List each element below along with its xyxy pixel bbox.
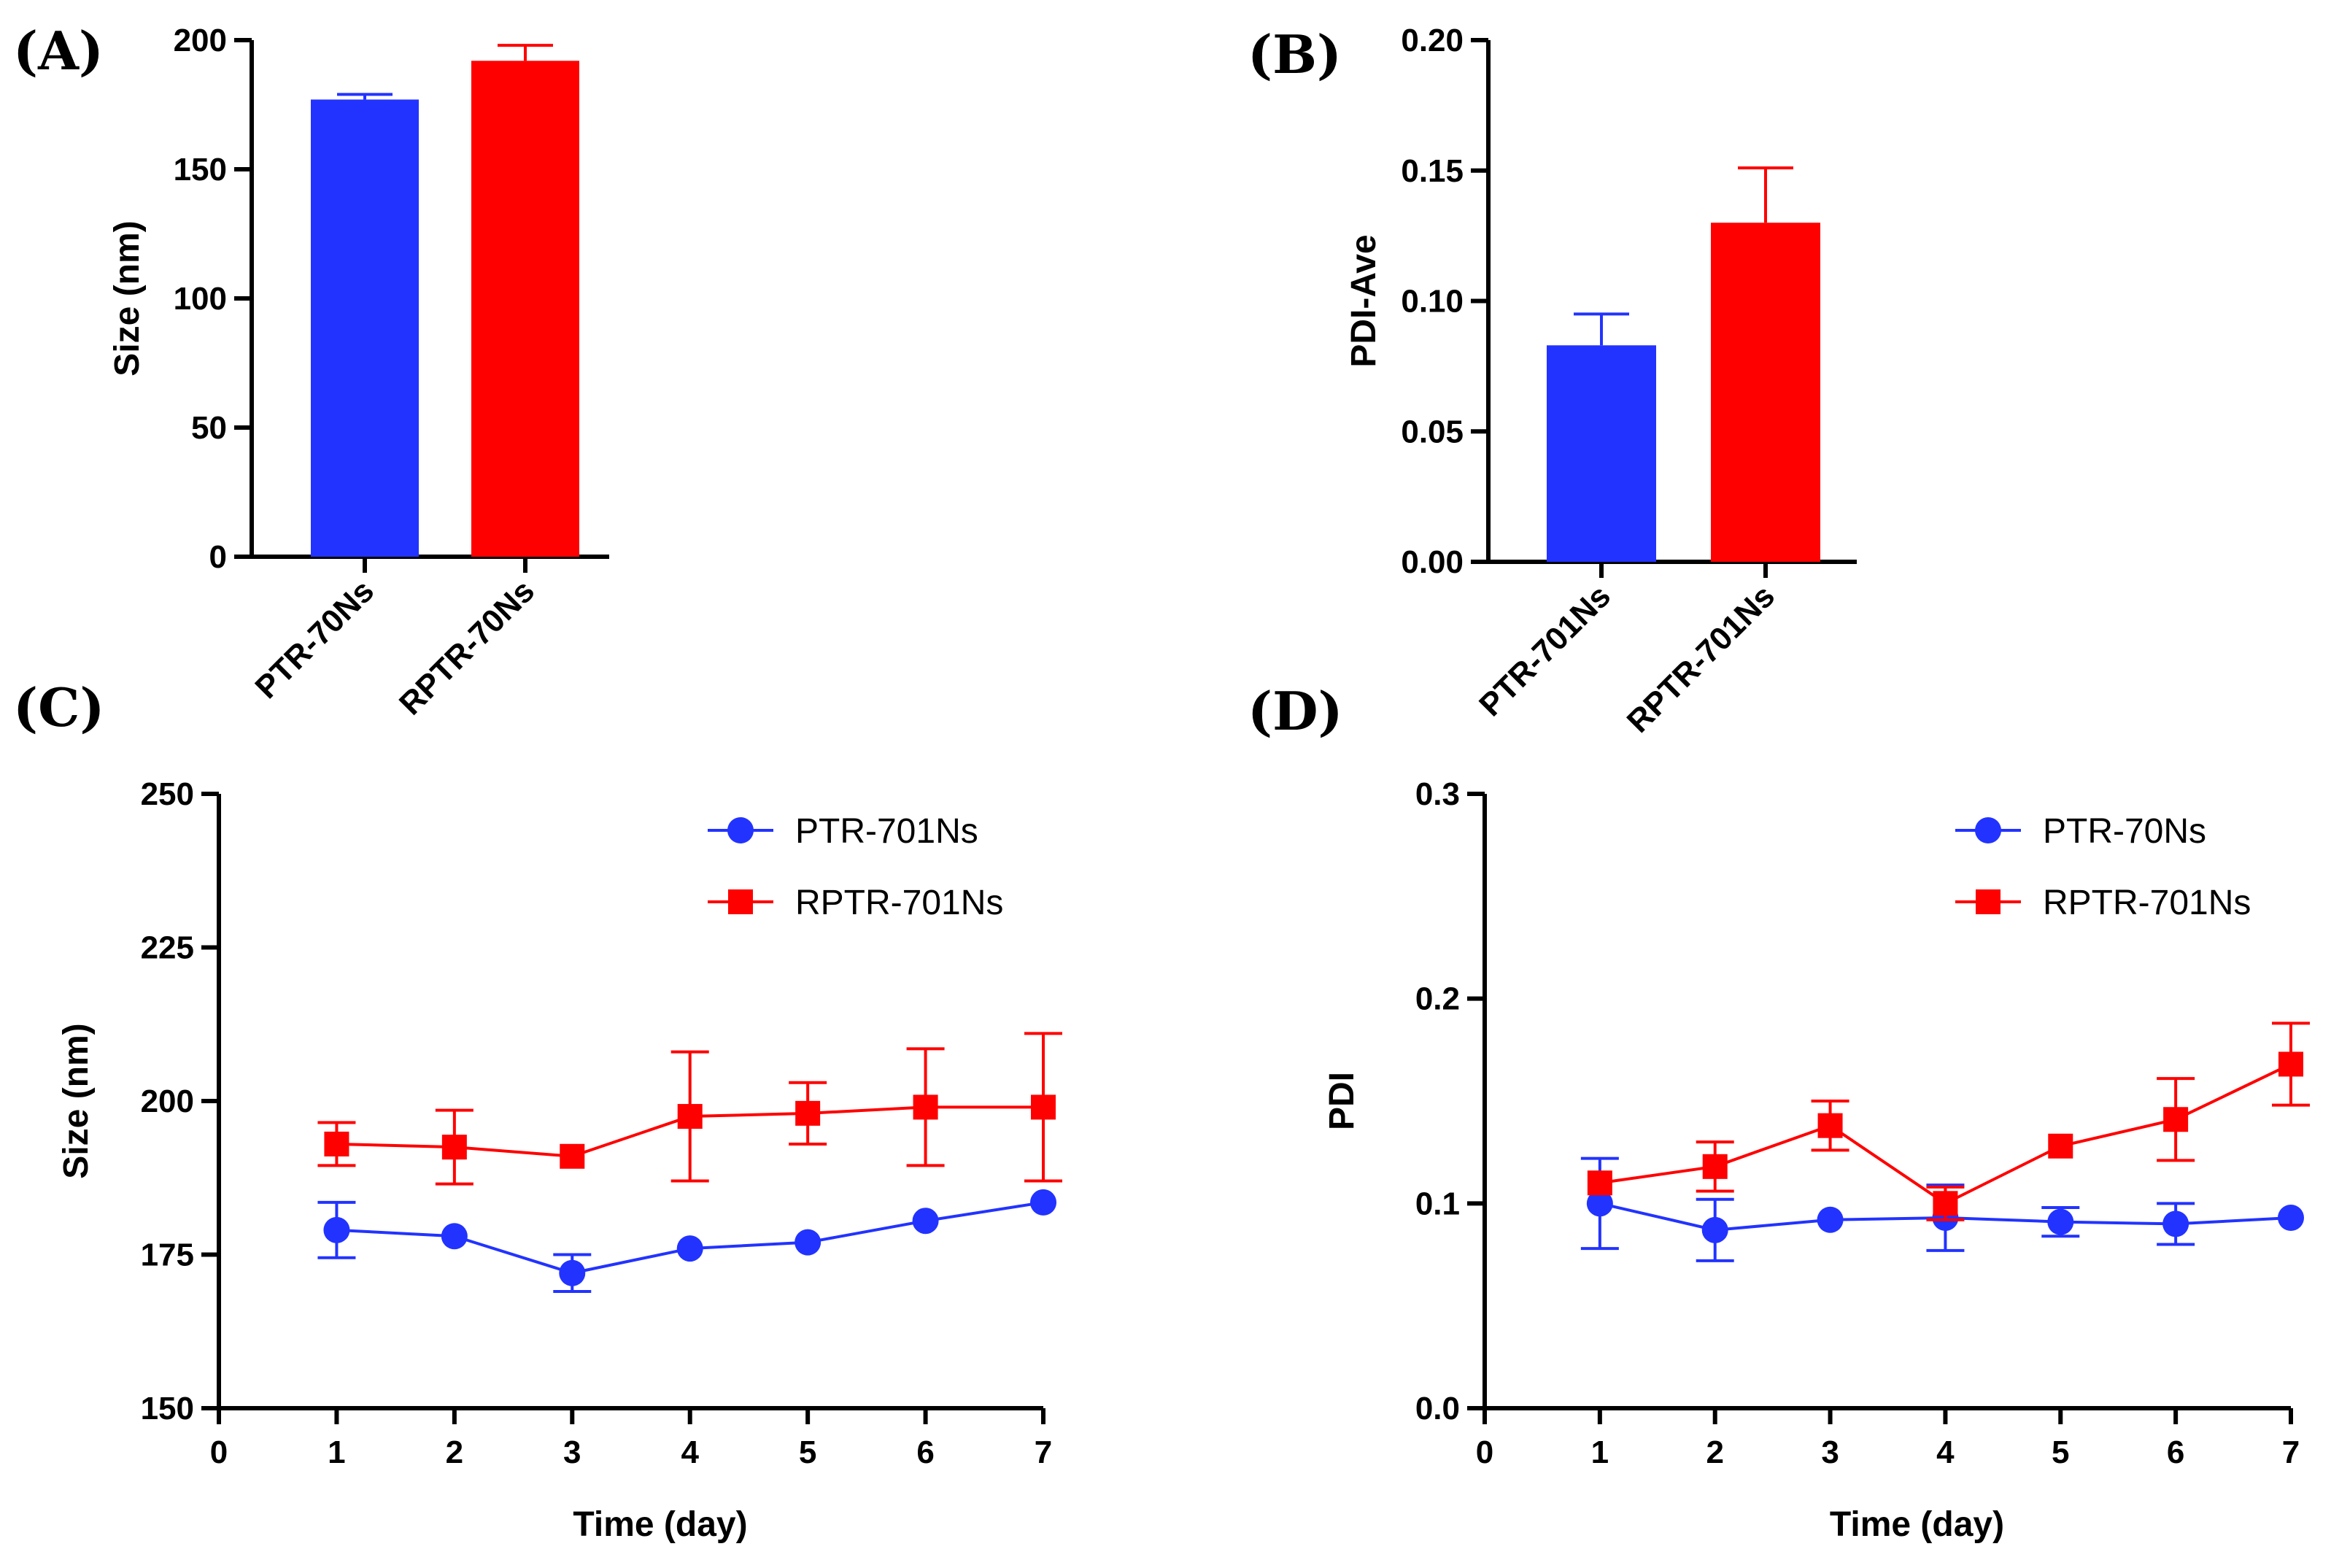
bar [1711, 223, 1820, 562]
y-tick-label: 0.15 [1401, 153, 1464, 189]
x-tick-label: 4 [681, 1434, 699, 1470]
x-tick-label: 5 [2052, 1434, 2069, 1470]
x-tick-label: 5 [799, 1434, 816, 1470]
legend-marker [728, 889, 753, 914]
data-point [1031, 1094, 1056, 1120]
data-point [676, 1235, 703, 1262]
legend-label: RPTR-701Ns [795, 884, 1003, 922]
data-point [441, 1223, 468, 1250]
x-tick-label: 0 [210, 1434, 228, 1470]
data-point [323, 1216, 350, 1243]
y-axis-title: PDI [1323, 1072, 1361, 1130]
y-tick-label: 0.10 [1401, 284, 1464, 320]
y-tick-label: 150 [174, 152, 227, 188]
data-point [1587, 1170, 1612, 1196]
y-tick-label: 0.3 [1415, 776, 1460, 812]
y-axis-title: Size (nm) [57, 1023, 96, 1178]
y-tick-label: 0.2 [1415, 981, 1460, 1017]
y-tick-label: 150 [141, 1391, 194, 1426]
x-tick-label: 0 [1476, 1434, 1493, 1470]
chart-c: 150 175 200 225 250 0 1 2 3 4 5 6 7 Time (day) Size (n… [57, 776, 1062, 1544]
category-label: PTR-701Ns [1472, 578, 1617, 723]
x-tick-label: 7 [1035, 1434, 1052, 1470]
y-tick-label: 175 [141, 1237, 194, 1273]
x-tick-label: 1 [1591, 1434, 1609, 1470]
data-point [1701, 1216, 1728, 1243]
bar [1547, 345, 1656, 562]
x-tick-label: 2 [446, 1434, 463, 1470]
bar [471, 61, 579, 557]
category-label: PTR-70Ns [248, 573, 381, 706]
data-point [1586, 1190, 1613, 1217]
data-point [2278, 1051, 2303, 1077]
data-point [2163, 1107, 2189, 1132]
data-point [2162, 1210, 2189, 1237]
panel-label-d: (D) [1248, 680, 1343, 742]
chart-b: 0.00 0.05 0.10 0.15 0.20 PDI-Ave PTR-701Ns RPTR… [1345, 23, 1857, 740]
x-tick-label: 7 [2282, 1434, 2300, 1470]
data-point [441, 1135, 467, 1160]
y-tick-label: 0.00 [1401, 544, 1464, 580]
category-label: RPTR-701Ns [1620, 578, 1782, 739]
y-tick-label: 200 [174, 23, 227, 58]
x-tick-label: 4 [1936, 1434, 1955, 1470]
legend-marker [727, 817, 754, 843]
data-point [560, 1143, 585, 1169]
chart-a: 0 50 100 150 200 Size (nm) PTR-70Ns RPTR-70Ns [108, 23, 609, 722]
data-point [1030, 1189, 1056, 1216]
y-tick-label: 0.0 [1415, 1391, 1460, 1426]
data-point [795, 1229, 822, 1256]
y-tick-label: 250 [141, 776, 194, 812]
data-point [2047, 1208, 2074, 1235]
data-point [324, 1131, 349, 1156]
legend-marker [1976, 889, 2001, 914]
x-tick-label: 1 [328, 1434, 345, 1470]
data-point [677, 1104, 703, 1129]
data-point [1933, 1191, 1958, 1216]
panel-label-c: (C) [13, 676, 104, 738]
data-point [1817, 1113, 1843, 1138]
y-tick-label: 225 [141, 930, 194, 966]
y-axis-title: Size (nm) [108, 220, 147, 376]
data-point [912, 1208, 939, 1235]
y-tick-label: 0.05 [1401, 414, 1464, 449]
y-tick-label: 0.20 [1401, 23, 1464, 58]
x-axis-title: Time (day) [573, 1505, 747, 1544]
y-tick-label: 100 [174, 281, 227, 317]
data-point [2278, 1204, 2304, 1231]
y-tick-label: 0.1 [1415, 1186, 1460, 1221]
data-point [795, 1100, 821, 1126]
series-line [1599, 1062, 2292, 1205]
panel-label-a: (A) [13, 20, 104, 82]
panel-label-b: (B) [1248, 23, 1342, 85]
chart-d: 0.0 0.1 0.2 0.3 0 1 2 3 4 5 6 7 Time (day) PDI PTR-70N… [1323, 776, 2310, 1544]
x-tick-label: 3 [1821, 1434, 1839, 1470]
x-tick-label: 6 [916, 1434, 934, 1470]
category-label: RPTR-70Ns [393, 573, 541, 722]
y-axis-title: PDI-Ave [1345, 234, 1383, 367]
data-point [913, 1094, 938, 1120]
legend-label: PTR-701Ns [795, 812, 978, 851]
x-axis-title: Time (day) [1830, 1505, 2004, 1544]
x-tick-label: 6 [2167, 1434, 2184, 1470]
data-point [559, 1259, 586, 1286]
x-tick-label: 3 [563, 1434, 581, 1470]
data-point [2048, 1133, 2073, 1159]
x-tick-label: 2 [1706, 1434, 1723, 1470]
bar [311, 99, 419, 557]
y-tick-label: 200 [141, 1084, 194, 1119]
y-tick-label: 50 [191, 410, 227, 446]
data-point [1817, 1206, 1844, 1233]
data-point [1702, 1154, 1728, 1179]
legend-label: PTR-70Ns [2043, 812, 2206, 851]
y-tick-label: 0 [209, 539, 227, 575]
legend-label: RPTR-701Ns [2043, 884, 2251, 922]
legend-marker [1975, 817, 2001, 843]
